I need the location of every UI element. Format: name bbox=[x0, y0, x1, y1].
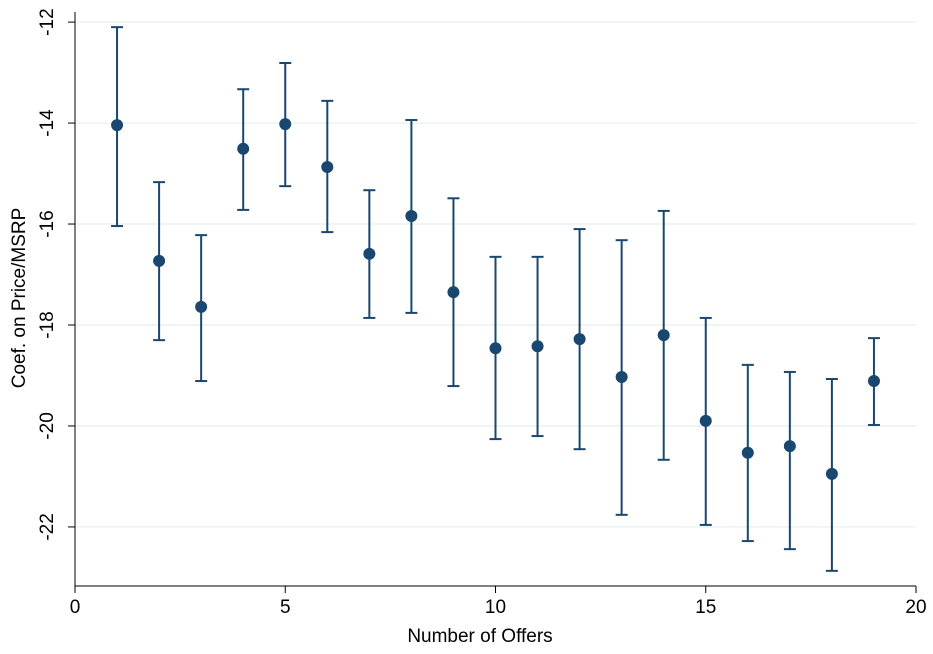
x-tick-label: 15 bbox=[695, 597, 716, 618]
point bbox=[447, 286, 460, 299]
y-axis-label: Coef. on Price/MSRP bbox=[9, 208, 30, 389]
y-tick-label: -12 bbox=[37, 8, 58, 35]
point bbox=[195, 300, 208, 313]
point bbox=[657, 329, 670, 342]
point bbox=[489, 342, 502, 355]
x-tick-label: 10 bbox=[485, 597, 506, 618]
x-tick-label: 0 bbox=[70, 597, 81, 618]
x-tick-label: 20 bbox=[905, 597, 926, 618]
point bbox=[699, 414, 712, 427]
y-tick-label: -22 bbox=[37, 513, 58, 540]
point bbox=[153, 254, 166, 267]
point bbox=[363, 247, 376, 260]
y-tick-label: -20 bbox=[37, 412, 58, 439]
y-tick-label: -18 bbox=[37, 311, 58, 338]
x-axis-label: Number of Offers bbox=[407, 626, 552, 647]
point bbox=[531, 340, 544, 353]
point bbox=[741, 446, 754, 459]
y-tick-label: -16 bbox=[37, 210, 58, 237]
point bbox=[321, 160, 334, 173]
y-tick-label: -14 bbox=[37, 109, 58, 137]
point bbox=[405, 209, 418, 222]
point bbox=[573, 333, 586, 346]
x-tick-label: 5 bbox=[280, 597, 291, 618]
point bbox=[783, 440, 796, 453]
point bbox=[279, 118, 292, 131]
point bbox=[111, 119, 124, 132]
point bbox=[825, 467, 838, 480]
point bbox=[237, 142, 250, 155]
point bbox=[867, 375, 880, 388]
point bbox=[615, 370, 628, 383]
